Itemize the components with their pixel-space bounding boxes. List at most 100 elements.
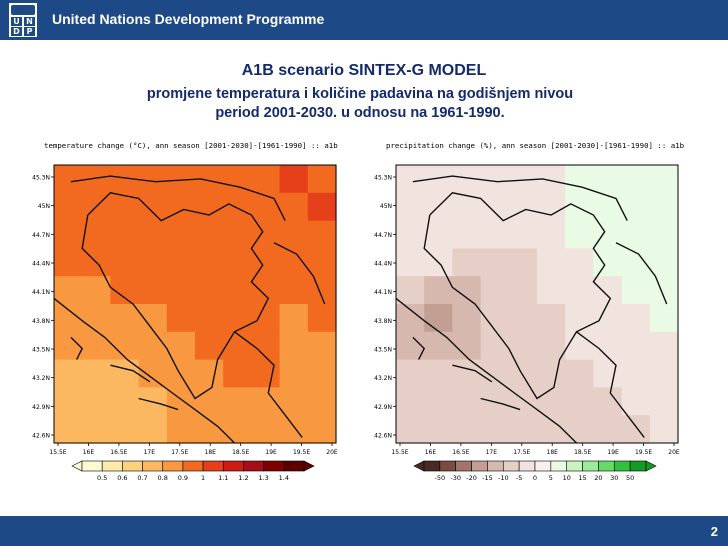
colorbar-label: 1.2 [238,474,248,482]
map-cell [508,331,538,361]
map-cell [54,276,83,305]
map-cell [480,220,510,249]
map-cell [166,331,196,361]
colorbar-segment [471,460,488,472]
map-border-line [452,364,493,383]
map-cell [279,192,309,222]
y-tick-label: 45N [380,203,392,210]
x-tick-label: 16.5E [452,449,469,456]
map-cell [424,220,453,249]
map-cell [279,359,309,388]
subtitle-line-1: promjene temperatura i količine padavina… [146,86,574,102]
x-tick-label: 17E [144,449,156,456]
colorbar-segment [582,460,599,472]
map-border-line [70,175,286,221]
map-cell [166,415,196,444]
map-cell [110,359,140,388]
map-cell [565,359,594,388]
map-cell [110,248,140,277]
map-cell [649,276,679,305]
map-cell [251,359,281,388]
map-cell [649,415,679,444]
map-cell [166,192,196,222]
map-cell [251,220,281,249]
y-tick-label: 43.8N [32,318,50,325]
colorbar-label: 1.1 [218,474,228,482]
colorbar-label: 0.5 [97,474,107,482]
map-border-line [423,192,612,400]
map-cell [649,331,679,361]
map-border-line [576,331,645,438]
colorbar-label: -50 [435,474,446,482]
colorbar-min-arrow [71,460,83,472]
colorbar-min-arrow [413,460,425,472]
map-cell [424,331,453,361]
map-cell [649,248,679,277]
colorbar-max-arrow [645,460,657,472]
map-cell [110,387,140,416]
map-border-line [110,364,151,383]
map-cell [166,304,196,333]
colorbar-label: 0.7 [137,474,147,482]
map-cell [452,359,482,388]
map-cell [621,415,651,444]
colorbar-segment [202,460,224,472]
page-number: 2 [710,524,718,539]
map-cell [138,165,168,194]
colorbar-label: -5 [516,474,522,482]
y-tick-label: 44.1N [32,289,50,296]
precipitation-map-panel: precipitation change (%), ann season [20… [374,135,702,491]
map-border-line [615,242,668,305]
colorbar-segment [439,460,457,472]
colorbar-segment [101,460,123,472]
map-cell [54,220,83,249]
map-cell [138,304,168,333]
colorbar-label: 15 [578,474,586,482]
colorbar-label: -15 [482,474,493,482]
map-cell [621,359,651,388]
map-cell [195,359,224,388]
map-cell [480,415,510,444]
colorbar-segment [283,460,305,472]
map-cell [138,331,168,361]
map-cell [508,276,538,305]
map-cell [195,192,224,222]
x-tick-label: 19E [607,449,619,456]
y-tick-label: 42.6N [32,433,50,440]
x-tick-label: 16.5E [110,449,127,456]
map-cell [223,248,252,277]
map-cell [138,276,168,305]
map-cell [537,359,566,388]
map-cell [166,359,196,388]
colorbar-segment [122,460,143,472]
colorbar-segment [222,460,244,472]
colorbar-max-arrow [303,460,315,472]
x-tick-label: 18.5E [574,449,591,456]
colorbar-segment [502,460,520,472]
org-name: United Nations Development Programme [52,11,325,27]
temperature-map-panel: temperature change (°C), ann season [200… [32,135,360,491]
map-cell [279,415,309,444]
colorbar-segment [534,460,552,472]
map-cell [480,276,510,305]
map-cell [508,304,538,333]
colorbar-segment [81,460,103,472]
map-cell [307,415,337,444]
map-cell [649,220,679,249]
x-tick-label: 20E [668,449,680,456]
map-cell [480,165,510,194]
map-cell [565,304,594,333]
map-cell [565,387,594,416]
y-tick-label: 42.9N [32,404,50,411]
map-cell [54,165,83,194]
subtitle-line-2: period 2001-2030. u odnosu na 1961-1990. [215,105,505,121]
map-cell [82,415,111,444]
colorbar-label: 10 [563,474,571,482]
colorbar-label: 30 [610,474,618,482]
map-cell [621,331,651,361]
map-cell [54,359,83,388]
temperature-map-title: temperature change (°C), ann season [200… [44,141,338,150]
y-tick-label: 42.9N [374,404,392,411]
colorbar-segment [455,460,472,472]
map-cell [452,220,482,249]
